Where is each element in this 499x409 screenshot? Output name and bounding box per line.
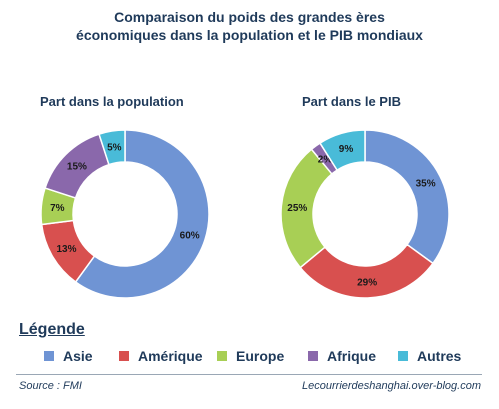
gdp-chart-subtitle: Part dans le PIB (302, 94, 401, 109)
gdp-label-autres: 9% (339, 144, 354, 155)
gdp-slice-autres (318, 129, 366, 172)
title-line-2: économiques dans la population et le PIB… (76, 27, 423, 43)
legend-item-afrique: Afrique (308, 348, 376, 364)
legend-label-europe: Europe (236, 348, 285, 364)
legend-title: Légende (19, 321, 85, 338)
population-label-autres: 5% (107, 142, 122, 153)
population-donut: 60% 13% 7% 15% 5% (40, 129, 210, 299)
gdp-label-afrique: 2% (318, 154, 333, 165)
population-label-afrique: 15% (67, 161, 87, 172)
legend-swatch-autres (398, 351, 408, 361)
gdp-slice-asie (364, 129, 450, 265)
chart-title: Comparaison du poids des grandes ères éc… (0, 8, 499, 44)
population-slice-autres (98, 129, 126, 166)
legend-swatch-amerique (119, 351, 129, 361)
gdp-label-asie: 35% (416, 179, 436, 190)
footer-divider (16, 374, 482, 375)
gdp-slice-amerique (299, 243, 435, 299)
population-chart-subtitle: Part dans la population (40, 94, 184, 109)
legend-label-autres: Autres (417, 348, 462, 364)
title-line-1: Comparaison du poids des grandes ères (114, 9, 385, 25)
gdp-label-amerique: 29% (357, 277, 377, 288)
legend-item-europe: Europe (217, 348, 284, 364)
legend-swatch-asie (44, 351, 54, 361)
legend-swatch-afrique (308, 351, 318, 361)
legend-item-asie: Asie (44, 348, 93, 364)
population-label-europe: 7% (50, 203, 65, 214)
legend-item-autres: Autres (398, 348, 461, 364)
population-slice-asie (74, 129, 210, 299)
legend-label-amerique: Amérique (138, 348, 203, 364)
website-credit: Lecourrierdeshanghai.over-blog.com (302, 380, 481, 392)
legend-label-asie: Asie (63, 348, 93, 364)
population-label-asie: 60% (180, 231, 200, 242)
source-note: Source : FMI (19, 380, 82, 392)
gdp-label-europe: 25% (287, 203, 307, 214)
population-label-amerique: 13% (56, 244, 76, 255)
legend: Asie Amérique Europe Afrique Autres (0, 348, 499, 366)
legend-label-afrique: Afrique (327, 348, 376, 364)
legend-swatch-europe (217, 351, 227, 361)
legend-item-amerique: Amérique (119, 348, 203, 364)
gdp-donut: 35% 29% 25% 2% 9% (280, 129, 450, 299)
